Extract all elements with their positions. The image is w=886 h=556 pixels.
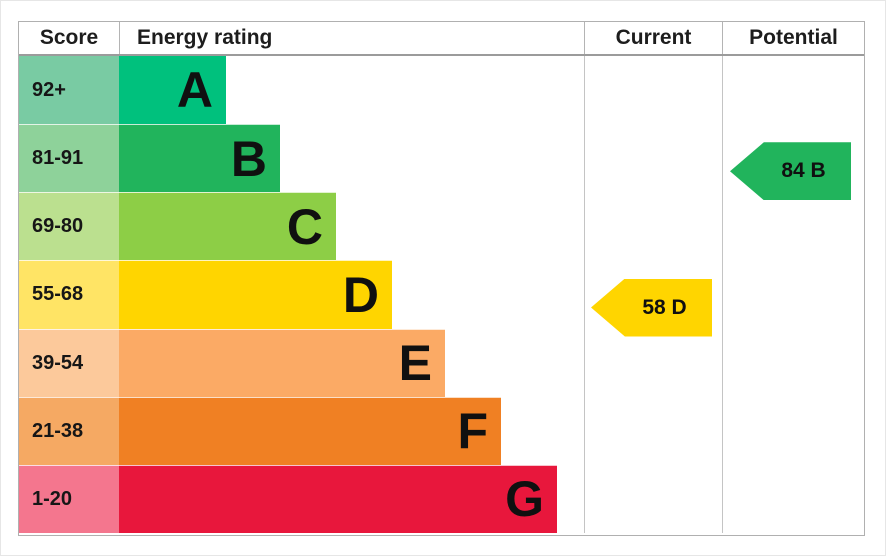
header-score: Score — [19, 22, 120, 54]
band-letter: F — [457, 403, 488, 460]
band-letter: C — [286, 198, 323, 255]
score-range: 21-38 — [19, 396, 119, 465]
band-letter: A — [176, 62, 213, 119]
band-letter: E — [398, 335, 432, 392]
score-range: 92+ — [19, 56, 119, 125]
band-row-c: 69-80 C — [19, 192, 864, 261]
rating-bar-b: B — [119, 124, 280, 193]
band-row-d: 55-68 D — [19, 260, 864, 329]
score-range: 39-54 — [19, 328, 119, 397]
potential-column-divider — [722, 56, 723, 533]
rating-bar-c: C — [119, 192, 336, 261]
band-rows: 92+ A 81-91 B 69-80 C 55-68 D 39-54 E 21-38 F 1-20 G 5… — [19, 56, 864, 533]
rating-bar-e: E — [119, 328, 445, 397]
band-row-b: 81-91 B — [19, 124, 864, 193]
current-column-divider — [584, 56, 585, 533]
rating-bar-f: F — [119, 396, 501, 465]
band-letter: D — [342, 266, 379, 323]
header-potential: Potential — [749, 26, 838, 49]
rating-bar-g: G — [119, 464, 557, 533]
rating-bar-d: D — [119, 260, 392, 329]
current-rating-label: 58 D — [642, 295, 687, 319]
header-energy-rating: Energy rating — [120, 22, 585, 54]
score-range: 81-91 — [19, 124, 119, 193]
band-letter: G — [505, 471, 544, 528]
band-letter: B — [230, 130, 267, 187]
header-current: Current — [585, 22, 723, 54]
potential-rating-label: 84 B — [781, 159, 826, 183]
rating-table: Score Energy rating Current Potential 92… — [18, 21, 865, 536]
band-row-a: 92+ A — [19, 56, 864, 125]
band-row-f: 21-38 F — [19, 396, 864, 465]
table-header: Score Energy rating Current Potential — [19, 22, 864, 56]
rating-bar-a: A — [119, 56, 226, 125]
score-range: 1-20 — [19, 464, 119, 533]
band-row-e: 39-54 E — [19, 328, 864, 397]
score-range: 69-80 — [19, 192, 119, 261]
band-row-g: 1-20 G — [19, 464, 864, 533]
score-range: 55-68 — [19, 260, 119, 329]
